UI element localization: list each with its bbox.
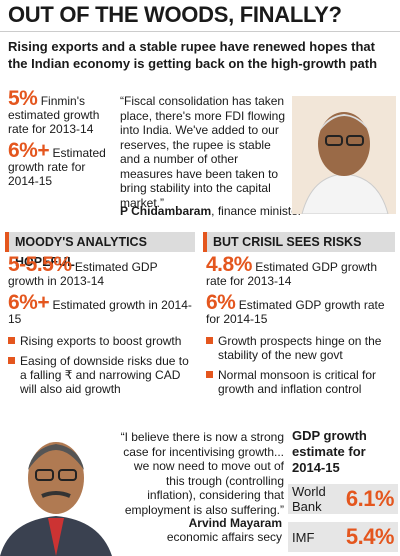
stat-value: 4.8%: [206, 253, 252, 276]
bullet: Growth prospects hinge on the stability …: [206, 334, 394, 362]
bullet: Rising exports to boost growth: [8, 334, 194, 348]
rule: [0, 31, 400, 32]
gdp-box: GDP growth estimate for 2014-15 World Ba…: [288, 428, 398, 552]
rows: World Bank 6.1% IMF 5.4%: [288, 484, 398, 552]
section-heading: BUT CRISIL SEES RISKS: [203, 232, 395, 252]
stat-value: 6%+: [8, 139, 50, 162]
photo: [292, 96, 396, 214]
moodys-column: 5-5.5% Estimated GDP growth in 2013-14 6%…: [8, 254, 194, 402]
attribution: Arvind Mayaram economic affairs secy: [118, 516, 282, 544]
finmin-stats: 5% Finmin's estimated growth rate for 20…: [8, 88, 116, 188]
row-label: World Bank: [292, 484, 326, 514]
title: OUT OF THE WOODS, FINALLY?: [8, 2, 342, 27]
stat: 6%+ Estimated growth rate for 2014-15: [8, 140, 116, 188]
stat-value: 5%: [8, 87, 38, 110]
stat: 6%+ Estimated growth in 2014-15: [8, 292, 194, 326]
quote: “I believe there is now a strong case fo…: [120, 430, 284, 517]
stat-text: Finmin's estimated growth rate for 2013-…: [8, 94, 100, 136]
subtitle: Rising exports and a stable rupee have r…: [8, 39, 378, 71]
row-value: 5.4%: [345, 524, 395, 549]
role: economic affairs secy: [166, 530, 282, 544]
stat-value: 5-5.5%: [8, 253, 72, 276]
stat: 4.8% Estimated GDP growth rate for 2013-…: [206, 254, 394, 288]
row-value: 6.1%: [345, 486, 395, 511]
row: World Bank 6.1%: [288, 484, 398, 514]
stat: 5% Finmin's estimated growth rate for 20…: [8, 88, 116, 136]
stat-text: Estimated GDP growth rate for 2014-15: [206, 298, 385, 326]
stat-text: Estimated GDP growth in 2013-14: [8, 260, 158, 288]
speaker: Arvind Mayaram: [188, 516, 282, 530]
stat-text: Estimated growth in 2014-15: [8, 298, 192, 326]
section-heading: MOODY'S ANALYTICS HOPEFUL: [5, 232, 195, 269]
bullet: Easing of downside risks due to a fallin…: [8, 354, 194, 396]
box-title: GDP growth estimate for 2014-15: [292, 428, 367, 475]
stat-value: 6%+: [8, 291, 50, 314]
bullet: Normal monsoon is critical for growth an…: [206, 368, 394, 396]
crisil-column: 4.8% Estimated GDP growth rate for 2013-…: [206, 254, 394, 402]
attribution: P Chidambaram, finance minister: [120, 204, 302, 218]
stat-value: 6%: [206, 291, 236, 314]
row-label: IMF: [292, 529, 315, 545]
photo: [0, 442, 112, 556]
row: IMF 5.4%: [288, 522, 398, 552]
stat-text: Estimated GDP growth rate for 2013-14: [206, 260, 378, 288]
speaker: P Chidambaram: [120, 204, 212, 218]
role: , finance minister: [211, 204, 302, 218]
quote: “Fiscal consolidation has taken place, t…: [120, 94, 286, 210]
stat-text: Estimated growth rate for 2014-15: [8, 146, 106, 188]
stat: 5-5.5% Estimated GDP growth in 2013-14: [8, 254, 194, 288]
stat: 6% Estimated GDP growth rate for 2014-15: [206, 292, 394, 326]
